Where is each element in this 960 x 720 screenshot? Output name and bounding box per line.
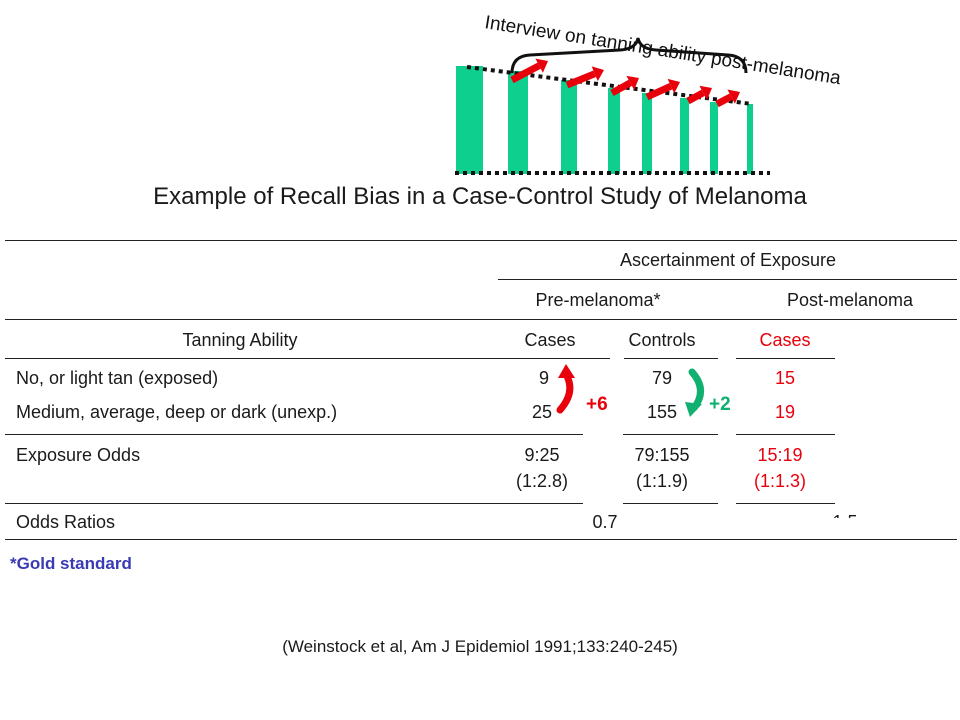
decline-bar xyxy=(508,71,528,174)
shift-arrow xyxy=(686,89,705,105)
decline-bar xyxy=(747,104,753,174)
decline-bar xyxy=(608,88,620,174)
cases-shift-arrow xyxy=(556,364,575,414)
shift-arrow xyxy=(715,93,733,108)
gold-standard-footnote: *Gold standard xyxy=(10,554,132,573)
group-header: Ascertainment of Exposure xyxy=(619,250,837,270)
row-label-unexposed: Medium, average, deep or dark (unexp.) xyxy=(16,402,338,422)
controls-shift-label: +2 xyxy=(709,394,731,415)
shift-arrow xyxy=(565,70,597,89)
decline-bar xyxy=(642,93,652,174)
shift-arrow xyxy=(645,82,673,101)
group-header-rule xyxy=(498,279,957,280)
row-label-exposure-odds: Exposure Odds xyxy=(16,445,141,465)
decline-bar xyxy=(456,66,483,174)
annotation-brace xyxy=(510,37,748,74)
rows-bottom-rule xyxy=(5,434,957,435)
cell-post-cases-exposed: 15 xyxy=(774,368,796,388)
header-bar-figure: Interview on tanning ability post-melano… xyxy=(455,12,843,175)
decline-bar xyxy=(680,98,689,174)
cell-cases-unexposed: 25 xyxy=(531,402,553,422)
table-top-rule xyxy=(5,240,957,241)
cell-cases-exposed: 9 xyxy=(538,368,549,388)
shift-arrow-head xyxy=(535,58,548,73)
controls-shift-arrow xyxy=(685,368,704,417)
subheader-pre: Pre-melanoma* xyxy=(535,290,661,310)
upward-shift-arrows xyxy=(510,58,740,108)
shift-arrow xyxy=(610,79,632,97)
odds-bottom-rule xyxy=(5,503,957,504)
col-header-tanning: Tanning Ability xyxy=(182,330,298,350)
subheader-post: Post-melanoma xyxy=(786,290,914,310)
column-header-rule xyxy=(5,358,957,359)
exposure-odds-post-cases: 15:19 xyxy=(757,445,803,465)
shift-arrow-head xyxy=(727,89,740,104)
shift-arrow xyxy=(510,62,541,84)
decline-bar xyxy=(561,80,577,174)
exposure-odds-cases-ratio: (1:2.8) xyxy=(515,471,569,491)
decline-bar xyxy=(710,102,718,174)
header-annotation: Interview on tanning ability post-melano… xyxy=(483,12,842,89)
shift-arrow-head xyxy=(699,85,712,100)
cell-controls-unexposed: 155 xyxy=(646,402,678,422)
subheader-rule xyxy=(5,319,957,320)
col-header-controls: Controls xyxy=(628,330,696,350)
odds-ratio-post: 1.5 xyxy=(832,512,858,532)
shift-arrow-head xyxy=(626,75,639,90)
row-label-exposed: No, or light tan (exposed) xyxy=(16,368,219,388)
citation: (Weinstock et al, Am J Epidemiol 1991;13… xyxy=(282,637,678,656)
col-header-post-cases: Cases xyxy=(759,330,811,350)
cell-controls-exposed: 79 xyxy=(651,368,673,388)
shift-arrow-head xyxy=(667,78,680,94)
shift-arrow-head xyxy=(591,66,604,82)
exposure-odds-post-cases-ratio: (1:1.3) xyxy=(753,471,807,491)
decline-bars xyxy=(456,66,753,174)
odds-ratio-pre: 0.7 xyxy=(592,512,618,532)
cases-shift-label: +6 xyxy=(586,394,608,415)
col-header-cases: Cases xyxy=(524,330,576,350)
slide-title: Example of Recall Bias in a Case-Control… xyxy=(153,183,807,210)
row-label-odds-ratios: Odds Ratios xyxy=(16,512,116,532)
table-bottom-rule xyxy=(5,539,957,540)
exposure-odds-controls: 79:155 xyxy=(634,445,690,465)
exposure-odds-cases: 9:25 xyxy=(524,445,560,465)
cell-post-cases-unexposed: 19 xyxy=(774,402,796,422)
exposure-odds-controls-ratio: (1:1.9) xyxy=(635,471,689,491)
